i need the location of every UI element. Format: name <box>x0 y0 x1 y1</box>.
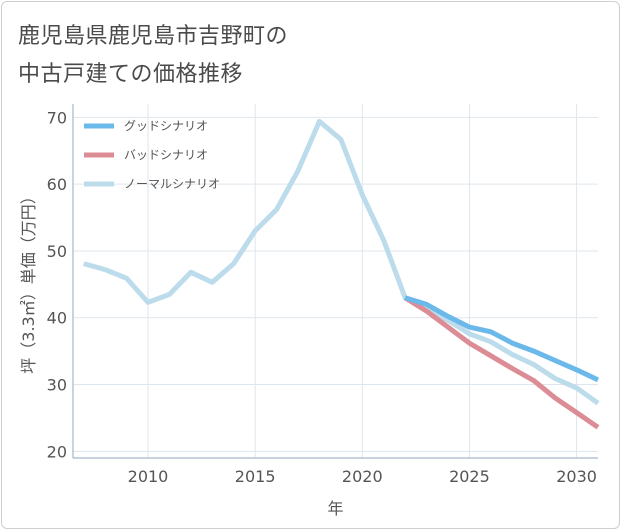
x-tick-label: 2025 <box>449 467 490 486</box>
series-line-bad <box>403 295 600 430</box>
x-tick-label: 2020 <box>342 467 383 486</box>
y-tick-label: 60 <box>47 175 67 194</box>
x-tick-label: 2010 <box>128 467 169 486</box>
y-axis-label: 坪（3.3㎡）単価（万円） <box>19 188 38 373</box>
chart-title-line-2: 中古戸建ての価格推移 <box>18 62 244 87</box>
chart-title-line-1: 鹿児島県鹿児島市吉野町の <box>18 24 289 49</box>
y-tick-label: 40 <box>47 309 67 328</box>
series-lines <box>83 118 600 430</box>
x-axis-label: 年 <box>327 499 343 518</box>
legend-label-normal: ノーマルシナリオ <box>124 177 220 191</box>
series-line-good <box>404 295 600 383</box>
y-tick-label: 30 <box>47 376 67 395</box>
x-tick-label: 2030 <box>556 467 597 486</box>
y-tick-label: 20 <box>47 442 67 461</box>
grid-lines <box>73 104 598 458</box>
legend-label-bad: バッドシナリオ <box>124 148 208 162</box>
legend-label-good: グッドシナリオ <box>124 119 208 133</box>
y-tick-label: 70 <box>47 108 67 127</box>
x-tick-label: 2015 <box>235 467 276 486</box>
series-line-normal <box>83 118 600 406</box>
y-tick-label: 50 <box>47 242 67 261</box>
